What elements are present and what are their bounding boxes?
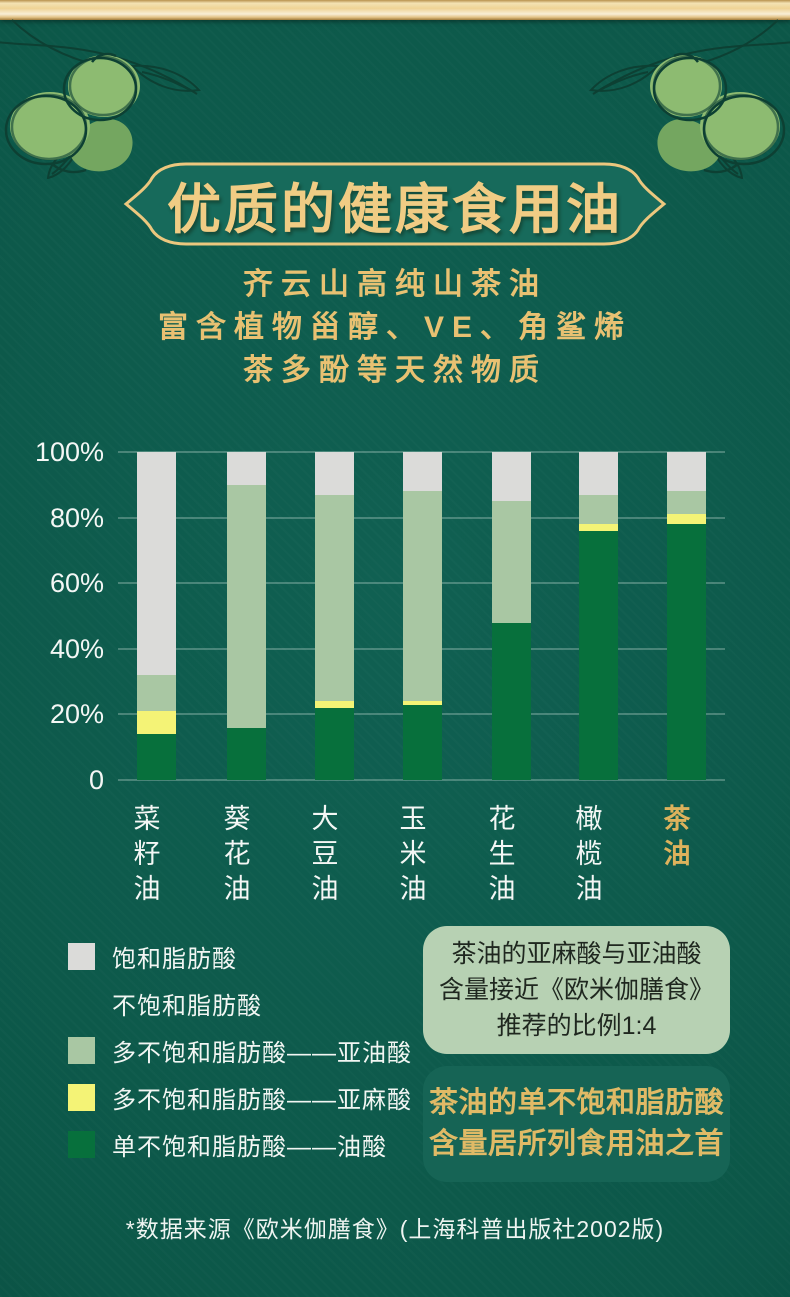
rank-callout-line: 含量居所列食用油之首 [428,1128,724,1160]
segment-linoleic [137,675,176,712]
segment-oleic [137,734,176,780]
y-axis-tick: 80% [49,502,104,533]
ratio-callout-line: 推荐的比例1:4 [496,1012,657,1040]
segment-oleic [315,707,354,780]
segment-saturated [227,452,266,485]
bar-花生油 [492,452,531,780]
segment-saturated [579,452,618,495]
subtitle-block: 齐云山高纯山茶油 富含植物甾醇、VE、角鲨烯 茶多酚等天然物质 [0,263,790,392]
y-axis-tick: 0 [88,765,104,795]
segment-saturated [667,452,706,492]
segment-linolenic [403,701,442,705]
legend-swatch-oleic [68,1130,95,1158]
title-banner: 优质的健康食用油 [122,160,668,248]
segment-linoleic [492,501,531,623]
top-gold-border [0,0,790,20]
x-axis-label-玉米油: 玉米油 [395,804,426,909]
title-banner-frame [123,162,667,246]
segment-linoleic [667,491,706,515]
chart-legend: 饱和脂肪酸不饱和脂肪酸多不饱和脂肪酸——亚油酸 多不饱和脂肪酸——亚麻酸 单不饱和脂… [68,942,412,1161]
segment-linoleic [403,491,442,702]
bar-橄榄油 [579,452,618,780]
subtitle-line: 齐云山高纯山茶油 [243,268,547,301]
ratio-callout-box: 茶油的亚麻酸与亚油酸 含量接近《欧米伽膳食》 推荐的比例1:4 [423,926,730,1054]
bar-玉米油 [403,452,442,780]
x-axis-label-大豆油: 大豆油 [307,804,338,909]
chart-plot-area [118,451,725,781]
segment-linolenic [667,514,706,525]
rank-callout-line: 茶油的单不饱和脂肪酸 [428,1087,724,1119]
legend-swatch-saturated [68,942,95,970]
legend-label: 不饱和脂肪酸 [112,992,262,1020]
y-axis-tick: 60% [49,568,104,599]
segment-oleic [579,530,618,780]
x-axis-label-葵花油: 葵花油 [219,804,250,909]
legend-item: 多不饱和脂肪酸——亚油酸 [68,1036,412,1067]
segment-linoleic [579,494,618,525]
legend-label: 多不饱和脂肪酸——亚油酸 [112,1039,412,1067]
legend-swatch-linolenic [68,1083,95,1111]
gridline [118,779,725,781]
segment-linolenic [315,701,354,708]
subtitle-line: 富含植物甾醇、VE、角鲨烯 [157,311,633,344]
subtitle-line: 茶多酚等天然物质 [243,354,547,387]
legend-label: 单不饱和脂肪酸——油酸 [112,1133,387,1161]
legend-label: 多不饱和脂肪酸——亚麻酸 [112,1086,412,1114]
bar-菜籽油 [137,452,176,780]
segment-linoleic [227,484,266,728]
segment-saturated [492,452,531,502]
segment-oleic [667,524,706,780]
y-axis-tick: 20% [49,699,104,730]
page-title: 优质的健康食用油 [167,176,623,241]
ratio-callout-line: 茶油的亚麻酸与亚油酸 [451,940,702,968]
x-axis-label-菜籽油: 菜籽油 [129,804,160,909]
bar-大豆油 [315,452,354,780]
legend-item: 单不饱和脂肪酸——油酸 [68,1130,412,1161]
rank-callout-box: 茶油的单不饱和脂肪酸 含量居所列食用油之首 [423,1066,730,1182]
legend-item: 多不饱和脂肪酸——亚麻酸 [68,1083,412,1114]
fatty-acid-stacked-bar-chart: 100% 80% 60% 40% 20% 0 菜籽油 葵花油 大豆油 玉米油 花生油 橄榄油 茶油 [0,437,790,930]
segment-oleic [403,704,442,780]
x-axis-label-茶油: 茶油 [659,804,690,874]
segment-saturated [315,452,354,495]
y-axis-tick: 40% [49,633,104,664]
segment-saturated [137,452,176,676]
segment-oleic [227,727,266,780]
segment-linoleic [315,494,354,702]
segment-linolenic [137,711,176,735]
x-axis-label-花生油: 花生油 [484,804,515,909]
legend-item: 饱和脂肪酸 [68,942,412,973]
ratio-callout-line: 含量接近《欧米伽膳食》 [438,976,714,1004]
legend-item: 不饱和脂肪酸 [68,989,412,1020]
olive-branch-right-icon [588,19,790,179]
legend-label: 饱和脂肪酸 [112,945,237,973]
legend-swatch-linoleic [68,1036,95,1064]
bar-茶油 [667,452,706,780]
y-axis-tick: 100% [34,437,104,467]
x-axis-label-橄榄油: 橄榄油 [571,804,602,909]
segment-linolenic [579,524,618,531]
segment-saturated [403,452,442,492]
olive-branch-left-icon [0,19,202,179]
segment-oleic [492,622,531,780]
data-source-note: *数据来源《欧米伽膳食》(上海科普出版社2002版) [125,1216,665,1242]
bar-葵花油 [227,452,266,780]
